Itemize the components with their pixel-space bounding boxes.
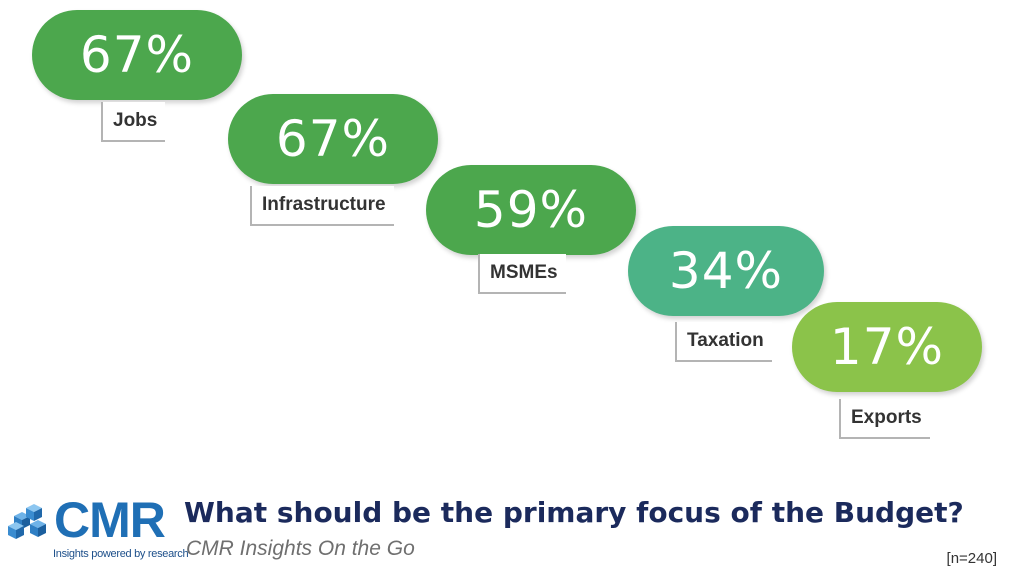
category-label: Taxation (675, 322, 772, 362)
chart-question: What should be the primary focus of the … (184, 496, 964, 529)
chart-subtitle: CMR Insights On the Go (186, 537, 415, 560)
value-pill: 34% (628, 226, 824, 316)
value-pill: 59% (426, 165, 636, 255)
value-pill: 67% (32, 10, 242, 100)
category-label: MSMEs (478, 254, 566, 294)
chart-area: 67% Jobs 67% Infrastructure 59% MSMEs 34% Taxat… (32, 10, 982, 439)
category-label: Exports (839, 399, 930, 439)
footer: CMR Insights powered by research What sh… (0, 490, 1011, 580)
cube-logo-icon (8, 504, 46, 539)
category-label: Infrastructure (250, 186, 394, 226)
logo-tagline: Insights powered by research (53, 548, 189, 560)
category-label: Jobs (101, 102, 166, 142)
logo-text: CMR (54, 492, 166, 548)
value-pill: 17% (792, 302, 982, 392)
sample-size: [n=240] (946, 550, 997, 567)
value-pill: 67% (228, 94, 438, 184)
